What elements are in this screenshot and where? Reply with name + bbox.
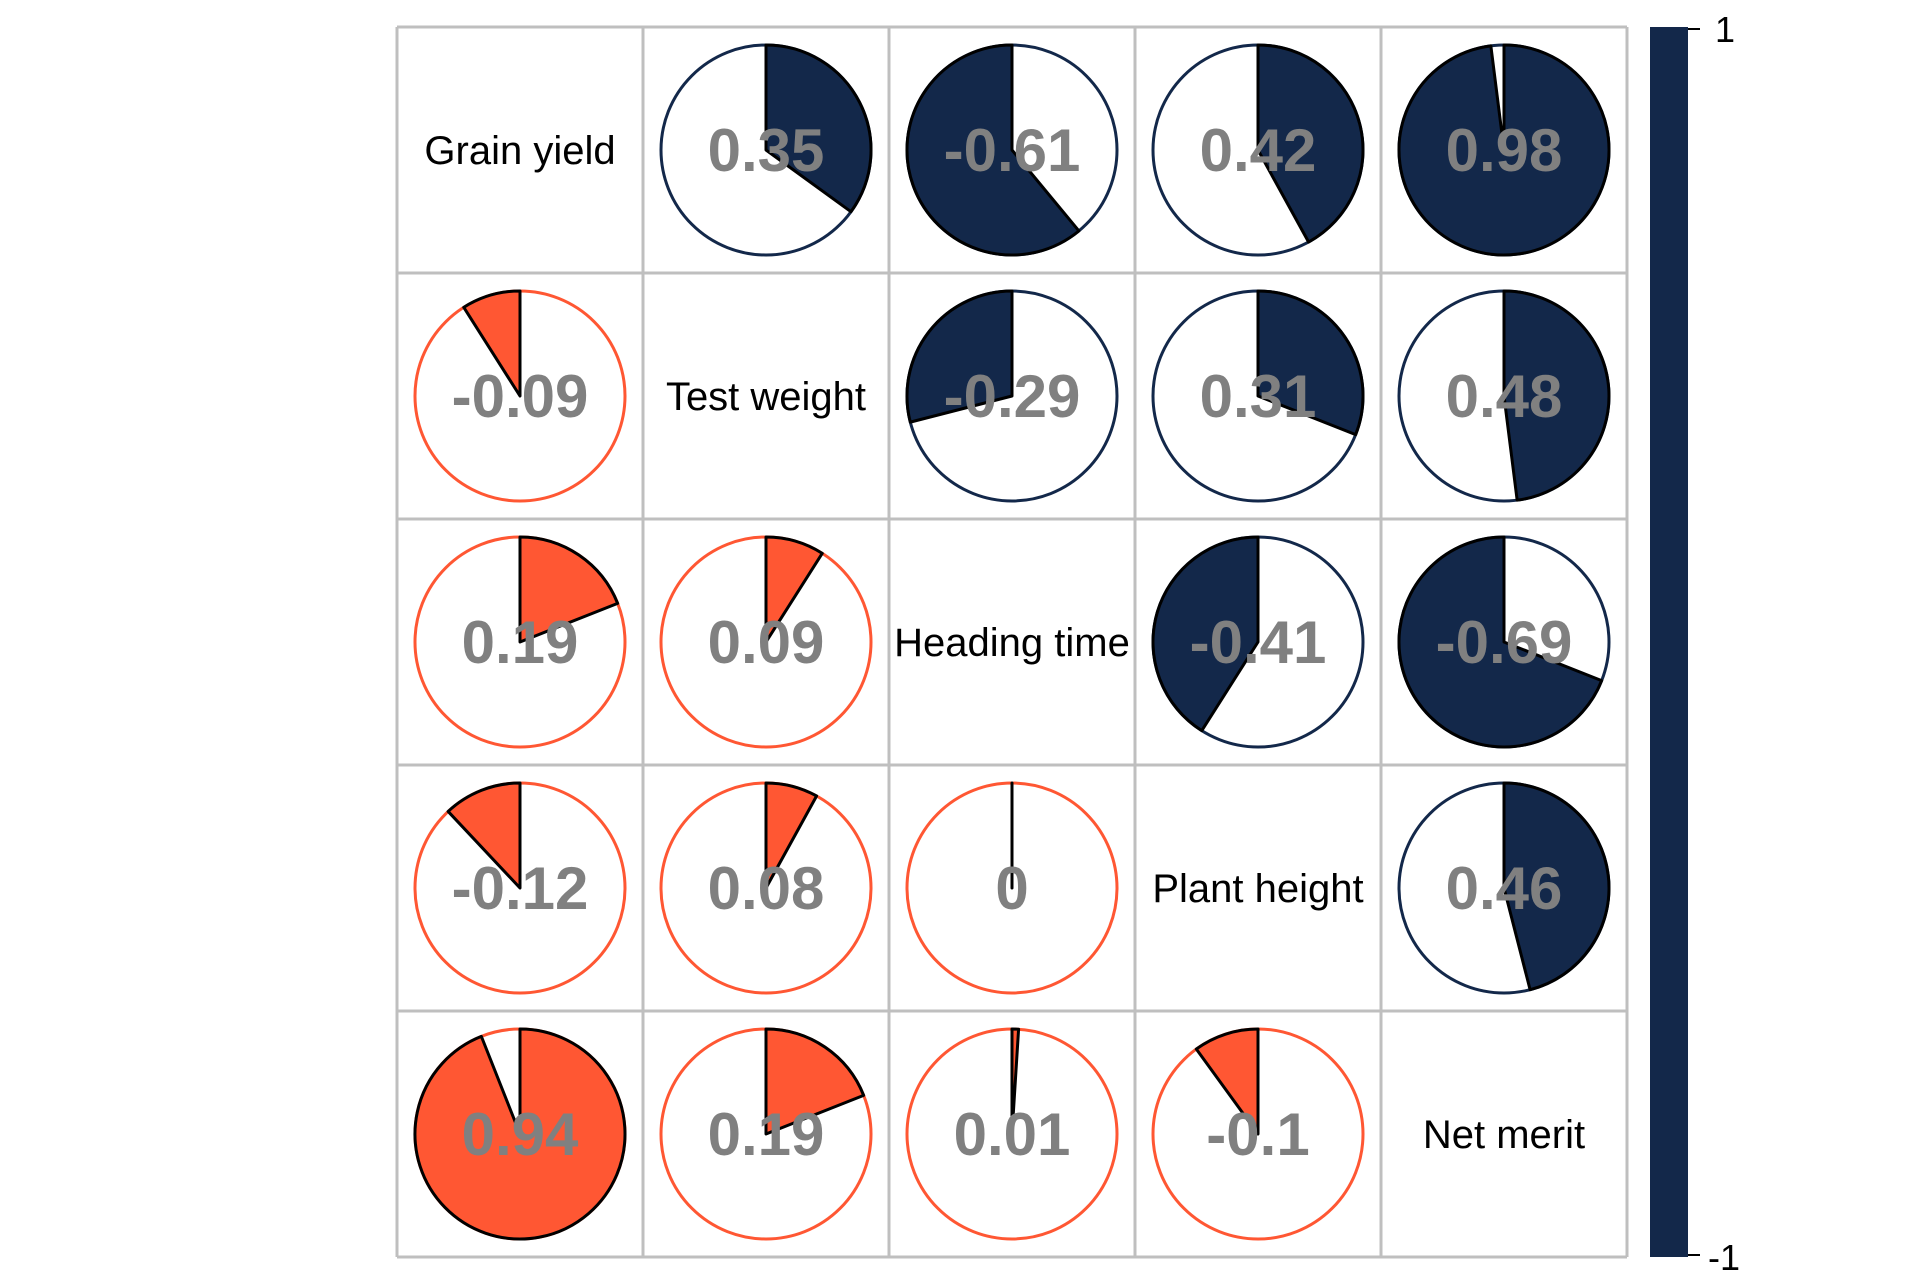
pie-slice: [518, 535, 620, 644]
pie-slice: [764, 43, 873, 214]
correlation-cell: 0.94: [413, 1027, 627, 1241]
correlation-cell: -0.61: [905, 43, 1119, 257]
colorbar: 1 -1: [1650, 9, 1740, 1278]
pie-slice: [1256, 43, 1365, 244]
pie-slice: [764, 535, 824, 644]
correlation-value: -0.69: [1436, 609, 1573, 676]
correlation-cell: 0.31: [1151, 289, 1365, 503]
pie-slice: [1194, 1027, 1260, 1136]
matrix-grid: [395, 25, 1629, 1259]
correlation-cell: 0.19: [659, 1027, 873, 1241]
correlation-cell: 0.46: [1397, 781, 1611, 995]
colorbar-min-label: -1: [1708, 1237, 1740, 1278]
correlation-cell: -0.12: [413, 781, 627, 995]
pie-slice: [1397, 43, 1611, 257]
variable-label: Net merit: [1423, 1113, 1585, 1157]
pie-slice: [462, 289, 522, 398]
correlation-value: 0.08: [708, 855, 825, 922]
variable-label: Grain yield: [424, 129, 615, 173]
correlation-value: 0.46: [1446, 855, 1563, 922]
variable-label: Test weight: [666, 375, 866, 419]
correlation-value: 0: [995, 855, 1028, 922]
correlation-cell: 0.09: [659, 535, 873, 749]
correlation-value: 0.19: [708, 1101, 825, 1168]
correlation-value: 0.31: [1200, 363, 1317, 430]
pie-slice: [905, 289, 1014, 424]
correlation-value: 0.35: [708, 117, 825, 184]
pie-slice: [413, 1027, 627, 1241]
correlation-value: 0.42: [1200, 117, 1317, 184]
pie-slice: [1256, 289, 1365, 437]
colorbar-bar: [1650, 27, 1688, 1257]
correlation-value: 0.19: [462, 609, 579, 676]
correlation-value: 0.48: [1446, 363, 1563, 430]
correlation-cell: 0.48: [1397, 289, 1611, 503]
correlation-cell: -0.41: [1151, 535, 1365, 749]
correlation-value: 0.09: [708, 609, 825, 676]
pie-slice: [1010, 1027, 1021, 1136]
pie-slice: [1397, 535, 1604, 749]
correlation-cell: 0.35: [659, 43, 873, 257]
correlation-value: 0.94: [462, 1101, 579, 1168]
matrix-cells: Grain yield 0.35 -0.61 0.42 0.98 -0.09 Test we…: [413, 43, 1611, 1241]
correlation-cell: 0.19: [413, 535, 627, 749]
pie-slice: [764, 781, 819, 890]
colorbar-max-label: 1: [1715, 9, 1735, 50]
correlation-value: -0.61: [944, 117, 1081, 184]
correlation-value: -0.1: [1206, 1101, 1309, 1168]
pie-slice: [764, 1027, 866, 1136]
pie-slice: [1502, 781, 1611, 992]
correlation-value: -0.29: [944, 363, 1081, 430]
correlation-cell: -0.29: [905, 289, 1119, 503]
correlation-cell: -0.09: [413, 289, 627, 503]
correlation-cell: 0.01: [905, 1027, 1119, 1241]
correlation-value: 0.01: [954, 1101, 1071, 1168]
correlation-cell: 0.08: [659, 781, 873, 995]
correlation-cell: 0.42: [1151, 43, 1365, 257]
correlation-value: 0.98: [1446, 117, 1563, 184]
correlation-value: -0.09: [452, 363, 589, 430]
pie-slice: [446, 781, 522, 890]
variable-label: Plant height: [1152, 867, 1363, 911]
correlation-cell: -0.1: [1151, 1027, 1365, 1241]
correlation-value: -0.12: [452, 855, 589, 922]
pie-slice: [1502, 289, 1611, 502]
correlation-cell: -0.69: [1397, 535, 1611, 749]
pie-slice: [905, 43, 1081, 257]
correlation-cell: 0.98: [1397, 43, 1611, 257]
correlation-cell: 0: [905, 781, 1119, 995]
pie-slice: [1151, 535, 1260, 733]
variable-label: Heading time: [894, 621, 1130, 665]
correlation-value: -0.41: [1190, 609, 1327, 676]
